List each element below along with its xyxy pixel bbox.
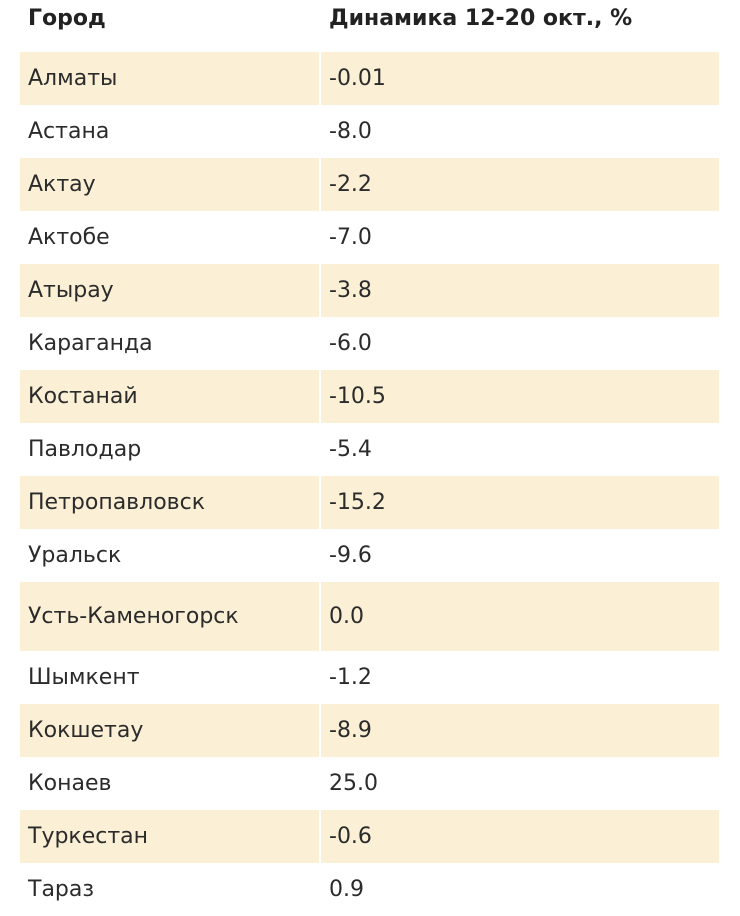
city-cell: Костанай [20, 370, 319, 423]
table-row: Актобе -7.0 [20, 211, 719, 264]
table-row: Петропавловск -15.2 [20, 476, 719, 529]
city-cell: Шымкент [28, 665, 140, 690]
header-cell: Город [28, 6, 106, 31]
table-row: Алматы -0.01 [20, 52, 719, 105]
city-table: Город Динамика 12-20 окт., % Алматы -0.01 А… [18, 0, 721, 916]
table-row: Павлодар -5.4 [20, 423, 719, 476]
city-cell: Алматы [20, 52, 319, 105]
change-cell: -0.6 [321, 810, 719, 863]
table-body: Алматы -0.01 Астана -8.0 Актау -2.2 Актобе -7.0… [20, 52, 719, 916]
table-row: Усть-Каменогорск 0.0 [20, 582, 719, 651]
change-cell: -8.0 [329, 119, 372, 144]
table-row: Туркестан -0.6 [20, 810, 719, 863]
city-cell: Актобе [28, 225, 110, 250]
city-cell: Петропавловск [20, 476, 319, 529]
table-row: Костанай -10.5 [20, 370, 719, 423]
city-cell: Актау [20, 158, 319, 211]
table-row: Караганда -6.0 [20, 317, 719, 370]
city-cell: Кокшетау [20, 704, 319, 757]
change-cell: -7.0 [329, 225, 372, 250]
change-cell: -3.8 [321, 264, 719, 317]
table-row: Конаев 25.0 [20, 757, 719, 810]
table-row: Тараз 0.9 [20, 863, 719, 916]
header-row: Город Динамика 12-20 окт., % [20, 0, 719, 52]
table-row: Атырау -3.8 [20, 264, 719, 317]
city-cell: Усть-Каменогорск [20, 582, 319, 651]
change-cell: -10.5 [321, 370, 719, 423]
change-cell: 0.9 [329, 877, 364, 902]
city-cell: Астана [28, 119, 110, 144]
change-cell: -5.4 [329, 437, 372, 462]
table-row: Астана -8.0 [20, 105, 719, 158]
table-row: Актау -2.2 [20, 158, 719, 211]
table-row: Шымкент -1.2 [20, 651, 719, 704]
city-cell: Павлодар [28, 437, 142, 462]
city-cell: Тараз [28, 877, 95, 902]
change-cell: -9.6 [329, 543, 372, 568]
city-cell: Уральск [28, 543, 122, 568]
city-cell: Атырау [20, 264, 319, 317]
change-cell: -0.01 [321, 52, 719, 105]
change-cell: -2.2 [321, 158, 719, 211]
table-row: Уральск -9.6 [20, 529, 719, 582]
change-cell: -8.9 [321, 704, 719, 757]
change-cell: 0.0 [321, 582, 719, 651]
city-cell: Конаев [28, 771, 112, 796]
header-cell: Динамика 12-20 окт., % [329, 6, 633, 31]
city-cell: Караганда [28, 331, 153, 356]
change-cell: -15.2 [321, 476, 719, 529]
change-cell: -1.2 [329, 665, 372, 690]
change-cell: -6.0 [329, 331, 372, 356]
change-cell: 25.0 [329, 771, 378, 796]
table-row: Кокшетау -8.9 [20, 704, 719, 757]
city-cell: Туркестан [20, 810, 319, 863]
